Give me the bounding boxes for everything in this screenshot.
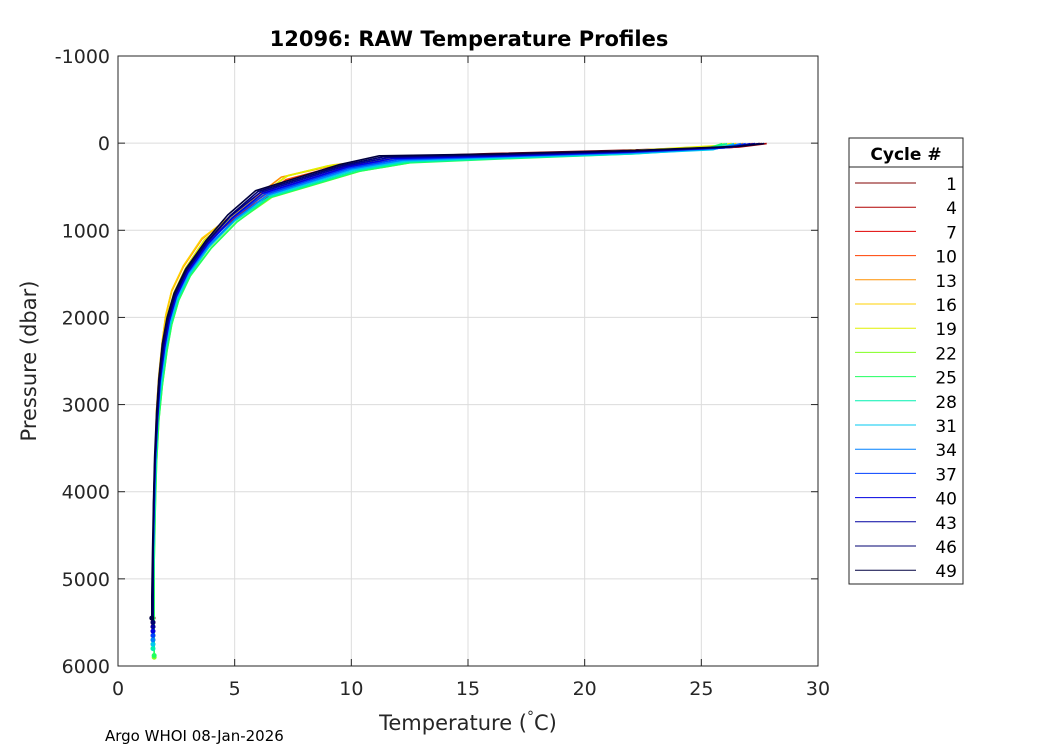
legend-title: Cycle #: [870, 145, 941, 165]
figure: 12096: RAW Temperature Profiles 0 5 10 15 20…: [0, 0, 1050, 750]
chart-title: 12096: RAW Temperature Profiles: [270, 27, 669, 51]
series-end-marker-cycle-40: [151, 629, 156, 634]
x-tick-label: 0: [112, 678, 124, 700]
x-tick-label: 30: [806, 678, 830, 700]
y-tick-label: -1000: [55, 46, 110, 68]
y-tick-label: 1000: [62, 220, 110, 242]
footer-text: Argo WHOI 08-Jan-2026: [105, 727, 284, 745]
x-axis-label: Temperature (°C): [378, 709, 557, 735]
y-tick-label: 6000: [62, 656, 110, 678]
series-end-marker-cycle-49: [149, 616, 154, 621]
legend-label-cycle-16: 16: [935, 296, 957, 316]
y-tick-label: 4000: [62, 482, 110, 504]
y-tick-label: 2000: [62, 307, 110, 329]
legend-label-cycle-46: 46: [935, 538, 957, 558]
y-tick-label: 0: [98, 133, 110, 155]
x-tick-label: 25: [689, 678, 713, 700]
legend-label-cycle-31: 31: [935, 417, 957, 437]
legend-label-cycle-40: 40: [935, 490, 957, 510]
legend-label-cycle-7: 7: [946, 223, 957, 243]
y-axis-label: Pressure (dbar): [17, 281, 41, 442]
series-end-marker-cycle-25: [152, 653, 157, 658]
series-end-marker-cycle-46: [151, 620, 156, 625]
legend-label-cycle-37: 37: [935, 465, 957, 485]
legend-label-cycle-25: 25: [935, 369, 957, 389]
x-axis-label-post: C): [534, 711, 557, 735]
legend-label-cycle-43: 43: [935, 514, 957, 534]
x-axis-label-pre: Temperature (: [378, 711, 527, 735]
legend-label-cycle-4: 4: [946, 199, 957, 219]
legend-label-cycle-28: 28: [935, 393, 957, 413]
x-tick-label: 20: [573, 678, 597, 700]
legend: Cycle # 1 4 7 10 13 16 19 22 25 28 31 34 37 40 43 46 49: [849, 138, 963, 584]
legend-label-cycle-34: 34: [935, 441, 957, 461]
x-tick-label: 10: [339, 678, 363, 700]
legend-label-cycle-10: 10: [935, 248, 957, 268]
series-end-marker-cycle-43: [151, 624, 156, 629]
y-tick-label: 3000: [62, 395, 110, 417]
series-end-marker-cycle-31: [151, 642, 156, 647]
series-end-marker-cycle-28: [151, 646, 156, 651]
legend-label-cycle-22: 22: [935, 344, 957, 364]
legend-label-cycle-13: 13: [935, 272, 957, 292]
x-tick-label: 5: [229, 678, 241, 700]
legend-label-cycle-49: 49: [935, 562, 957, 582]
series-end-marker-cycle-37: [151, 633, 156, 638]
legend-label-cycle-1: 1: [946, 175, 957, 195]
y-tick-label: 5000: [62, 569, 110, 591]
series-end-marker-cycle-34: [151, 637, 156, 642]
x-tick-label: 15: [456, 678, 480, 700]
x-axis-label-degree: °: [527, 709, 534, 725]
legend-label-cycle-19: 19: [935, 320, 957, 340]
